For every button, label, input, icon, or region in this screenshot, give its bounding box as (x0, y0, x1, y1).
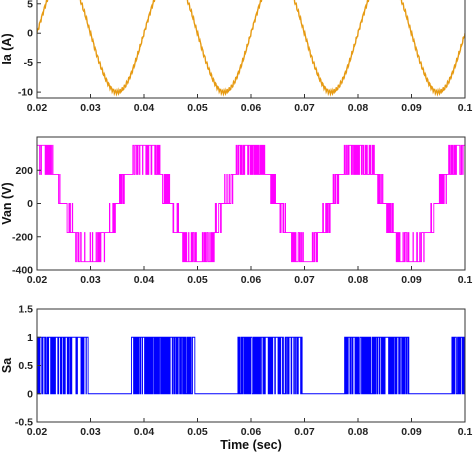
x-tick-label: 0.03 (80, 426, 101, 438)
series-line-1 (37, 0, 465, 97)
x-tick-label: 0.09 (401, 426, 422, 438)
panel-3: 0.02 0.03 0.04 0.05 0.06 0.07 0.08 0.09 0.1 1.5 1 0… (0, 304, 472, 453)
x-tick-label: 0.08 (348, 102, 369, 114)
x-tick-label: 0.04 (134, 274, 155, 286)
x-tick-label: 0.07 (294, 426, 315, 438)
x-tick-label: 0.02 (27, 274, 48, 286)
y-tick-label: -10 (18, 87, 33, 99)
y-axis-label: Sa (0, 357, 14, 373)
y-tick-label: -0.5 (15, 417, 33, 429)
y-tick-label: 5 (27, 0, 33, 10)
x-tick-label: 0.1 (458, 274, 473, 286)
x-tick-label: 0.06 (241, 274, 262, 286)
y-tick-label: -400 (12, 265, 33, 277)
x-tick-label: 0.03 (80, 102, 101, 114)
x-tick-label: 0.02 (27, 426, 48, 438)
x-tick-label: 0.04 (134, 426, 155, 438)
x-tick-label: 0.08 (348, 274, 369, 286)
y-tick-label: -200 (12, 231, 33, 243)
x-tick-label: 0.04 (134, 102, 155, 114)
y-tick-label: 0.5 (18, 360, 33, 372)
x-tick-label: 0.02 (27, 102, 48, 114)
y-tick-label: 0 (27, 198, 33, 210)
x-tick-label: 0.07 (294, 274, 315, 286)
x-tick-label: 0.1 (458, 102, 473, 114)
y-axis-label: Ia (A) (0, 33, 14, 64)
y-tick-label: -5 (24, 57, 33, 69)
x-tick-label: 0.05 (187, 102, 208, 114)
y-tick-label: 0 (27, 388, 33, 400)
x-axis-label: Time (sec) (220, 438, 282, 452)
x-tick-label: 0.06 (241, 426, 262, 438)
plot-frame (36, 0, 466, 99)
x-tick-label: 0.09 (401, 102, 422, 114)
x-tick-label: 0.07 (294, 102, 315, 114)
x-tick-label: 0.05 (187, 274, 208, 286)
y-tick-label: 1 (27, 332, 33, 344)
y-tick-label: 0 (27, 28, 33, 40)
x-tick-label: 0.09 (401, 274, 422, 286)
y-axis-label: Van (V) (0, 182, 14, 224)
y-tick-label: 200 (15, 165, 33, 177)
x-tick-label: 0.03 (80, 274, 101, 286)
x-tick-label: 0.05 (187, 426, 208, 438)
x-tick-label: 0.08 (348, 426, 369, 438)
series-line-3 (37, 336, 465, 395)
y-tick-label: 1.5 (18, 304, 33, 316)
series-line-2 (37, 144, 465, 263)
x-tick-label: 0.1 (458, 426, 473, 438)
x-tick-label: 0.06 (241, 102, 262, 114)
panel-2: 0.02 0.03 0.04 0.05 0.06 0.07 0.08 0.09 0.1 200 0 -… (0, 136, 473, 286)
panel-1: 0.02 0.03 0.04 0.05 0.06 0.07 0.08 0.09 0.1 5 0 -5 -… (0, 0, 472, 114)
